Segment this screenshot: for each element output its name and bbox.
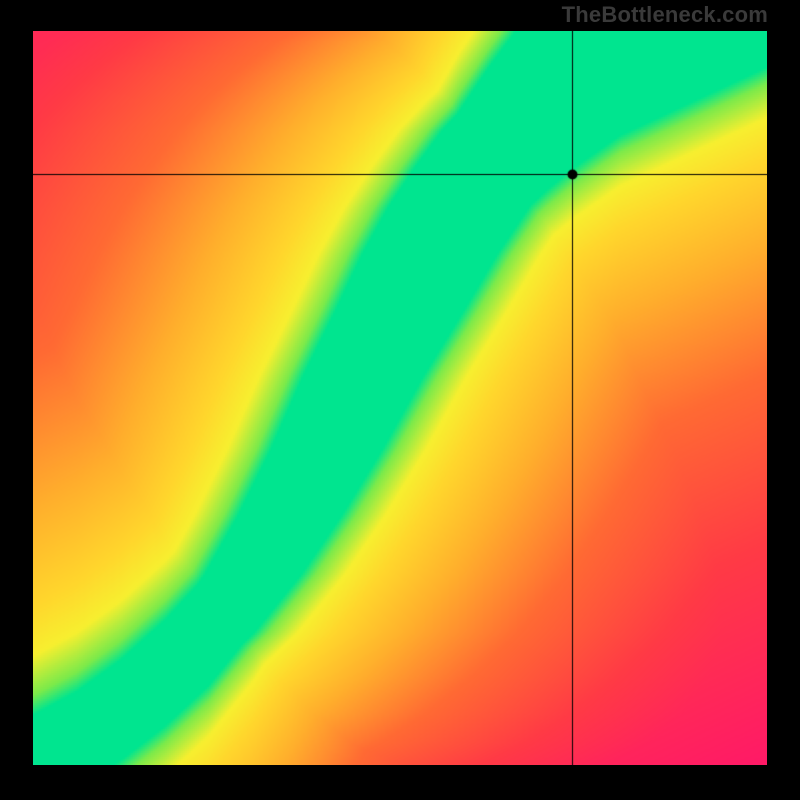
chart-container: TheBottleneck.com bbox=[0, 0, 800, 800]
bottleneck-heatmap bbox=[33, 31, 767, 765]
plot-area bbox=[33, 31, 767, 765]
watermark-text: TheBottleneck.com bbox=[562, 2, 768, 28]
